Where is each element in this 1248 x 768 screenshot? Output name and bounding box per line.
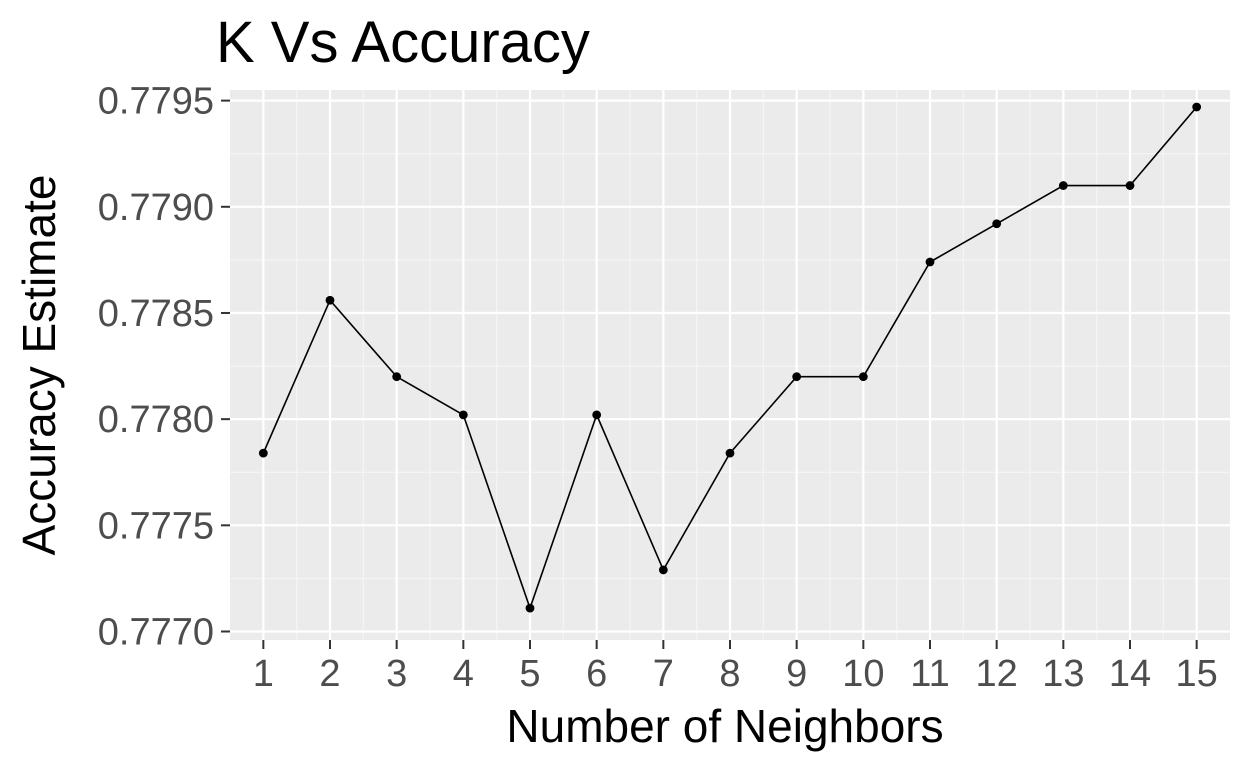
x-tick-label: 1	[253, 653, 274, 695]
data-point	[258, 448, 268, 458]
major-gridlines	[230, 90, 1230, 640]
y-tick-label: 0.7775	[98, 505, 214, 547]
x-tick-label: 13	[1042, 653, 1084, 695]
data-point	[1125, 181, 1135, 190]
x-axis-ticks: 1 2 3 4 5 6 7 8 9 10 11 12 13 14 15	[253, 640, 1218, 695]
x-tick-label: 8	[719, 653, 740, 695]
x-tick-label: 4	[453, 653, 474, 695]
y-tick-label: 0.7795	[98, 81, 214, 123]
x-tick-label: 11	[910, 653, 949, 695]
x-tick-label: 12	[976, 653, 1018, 695]
x-tick-label: 7	[653, 653, 674, 695]
data-point	[992, 219, 1002, 229]
data-point	[858, 372, 868, 382]
y-axis-ticks: 0.7770 0.7775 0.7780 0.7785 0.7790 0.7795	[98, 81, 230, 654]
x-tick-label: 10	[842, 653, 884, 695]
x-tick-label: 5	[519, 653, 540, 695]
data-point	[458, 410, 468, 420]
x-tick-label: 3	[386, 653, 407, 695]
y-axis-title: Accuracy Estimate	[13, 175, 65, 556]
accuracy-points	[258, 102, 1202, 613]
x-tick-label: 15	[1176, 653, 1218, 695]
x-axis-title: Number of Neighbors	[506, 700, 943, 752]
x-tick-label: 6	[586, 653, 607, 695]
data-point	[1192, 102, 1202, 112]
chart-title: K Vs Accuracy	[216, 10, 590, 75]
data-point	[792, 372, 802, 382]
data-point	[325, 295, 335, 305]
y-tick-label: 0.7785	[98, 293, 214, 335]
data-point	[1058, 181, 1068, 190]
data-point	[525, 603, 535, 613]
data-point	[658, 565, 668, 575]
y-tick-label: 0.7780	[98, 399, 214, 441]
y-tick-label: 0.7770	[98, 612, 214, 654]
y-tick-label: 0.7790	[98, 187, 214, 229]
data-point	[592, 410, 602, 420]
x-tick-label: 9	[786, 653, 807, 695]
x-tick-label: 14	[1109, 653, 1151, 695]
data-point	[725, 448, 735, 458]
data-point	[392, 372, 402, 382]
x-tick-label: 2	[319, 653, 340, 695]
data-point	[925, 257, 935, 267]
